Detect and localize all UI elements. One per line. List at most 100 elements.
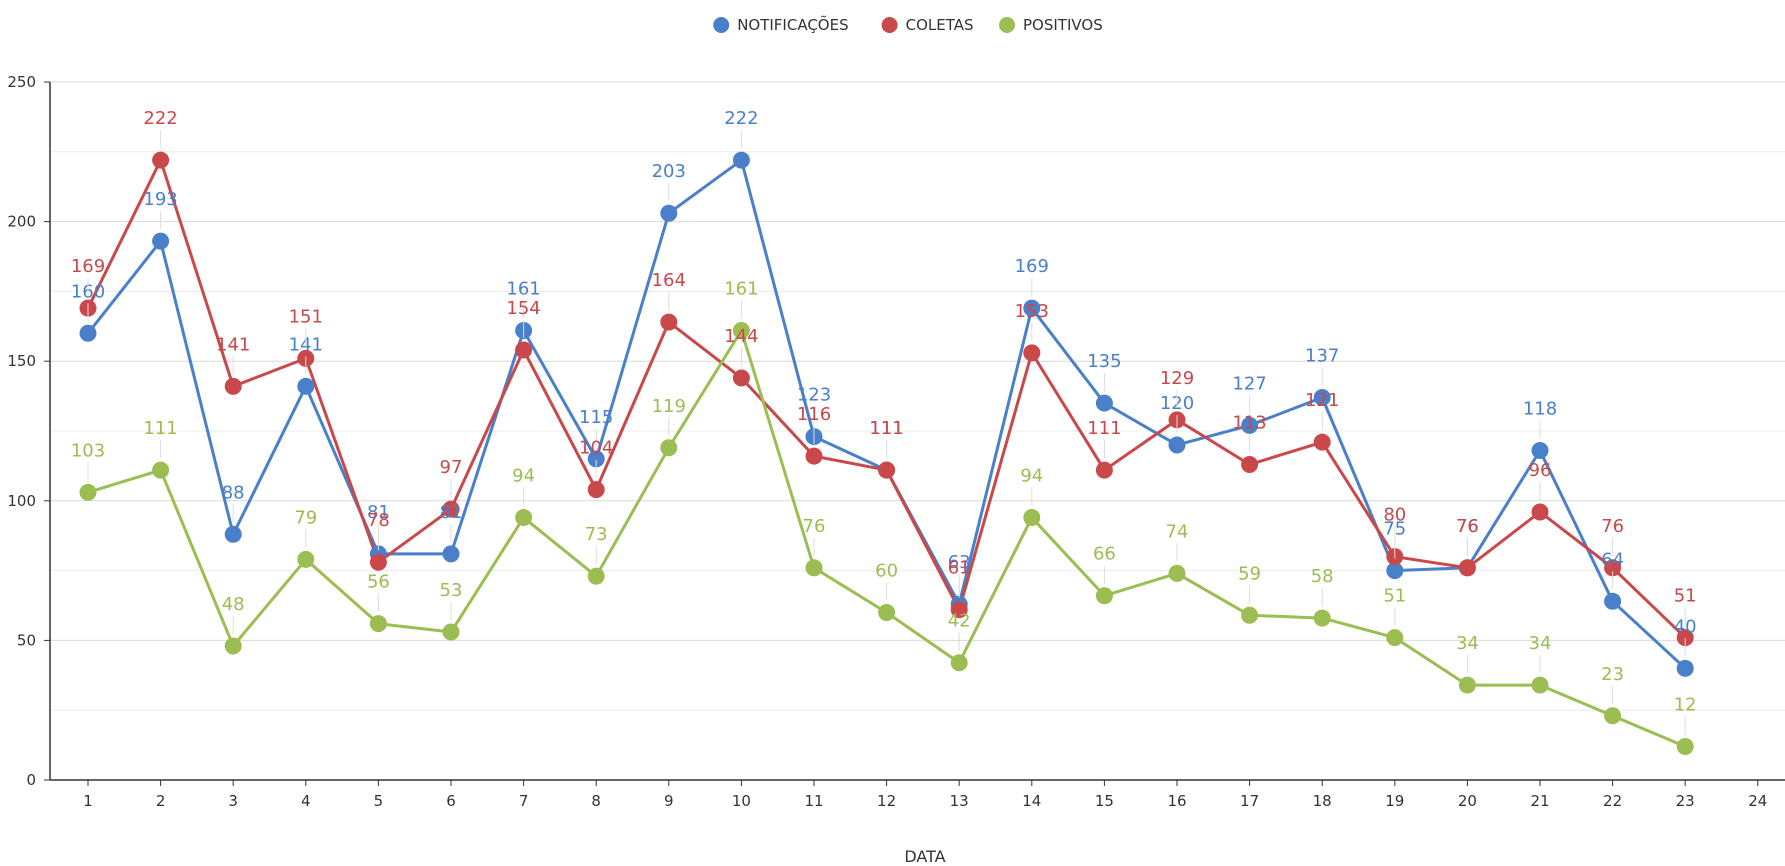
data-point-positivos[interactable]	[1168, 564, 1186, 582]
data-point-positivos[interactable]	[1313, 609, 1331, 627]
data-point-coletas[interactable]	[660, 313, 678, 331]
data-point-positivos[interactable]	[1023, 509, 1041, 527]
data-point-coletas[interactable]	[587, 481, 605, 499]
data-point-coletas[interactable]	[1241, 456, 1259, 474]
legend-label[interactable]: POSITIVOS	[1023, 16, 1103, 34]
data-point-coletas[interactable]	[1531, 503, 1549, 521]
x-tick-label: 19	[1385, 792, 1404, 810]
data-label-notificacoes: 161	[506, 278, 540, 299]
data-label-notificacoes: 193	[143, 189, 177, 210]
data-point-coletas[interactable]	[1095, 461, 1113, 479]
x-tick-label: 12	[877, 792, 896, 810]
data-label-positivos: 94	[1020, 466, 1043, 487]
data-point-coletas[interactable]	[805, 447, 823, 465]
data-point-coletas[interactable]	[442, 500, 460, 518]
data-label-notificacoes: 118	[1523, 399, 1557, 420]
data-label-notificacoes: 81	[367, 502, 390, 523]
data-label-notificacoes: 222	[724, 108, 758, 129]
data-label-positivos: 42	[948, 611, 971, 632]
data-point-notificacoes[interactable]	[1241, 416, 1259, 434]
data-point-notificacoes[interactable]	[1313, 388, 1331, 406]
data-point-coletas[interactable]	[950, 601, 968, 619]
series-points	[79, 151, 1694, 755]
data-point-positivos[interactable]	[732, 321, 750, 339]
data-point-positivos[interactable]	[442, 623, 460, 641]
data-label-positivos: 79	[294, 507, 317, 528]
data-label-coletas: 154	[506, 298, 540, 319]
y-tick-label: 200	[7, 213, 36, 231]
x-tick-label: 6	[446, 792, 456, 810]
data-point-coletas[interactable]	[369, 553, 387, 571]
data-point-positivos[interactable]	[297, 550, 315, 568]
data-point-positivos[interactable]	[1241, 606, 1259, 624]
data-point-notificacoes[interactable]	[660, 204, 678, 222]
data-point-coletas[interactable]	[1313, 433, 1331, 451]
data-point-notificacoes[interactable]	[1168, 436, 1186, 454]
data-point-notificacoes[interactable]	[152, 232, 170, 250]
data-point-coletas[interactable]	[515, 341, 533, 359]
data-point-notificacoes[interactable]	[297, 377, 315, 395]
data-point-coletas[interactable]	[1023, 344, 1041, 362]
data-point-coletas[interactable]	[1604, 559, 1622, 577]
data-point-coletas[interactable]	[878, 461, 896, 479]
data-point-positivos[interactable]	[515, 509, 533, 527]
x-tick-label: 4	[301, 792, 311, 810]
data-point-coletas[interactable]	[224, 377, 242, 395]
data-label-coletas: 76	[1601, 516, 1624, 537]
data-label-notificacoes: 81	[440, 502, 463, 523]
data-point-positivos[interactable]	[660, 439, 678, 457]
data-point-positivos[interactable]	[1604, 707, 1622, 725]
data-point-coletas[interactable]	[1676, 629, 1694, 647]
legend-label[interactable]: NOTIFICAÇÕES	[737, 15, 848, 34]
data-point-notificacoes[interactable]	[79, 324, 97, 342]
data-label-positivos: 56	[367, 572, 390, 593]
data-label-coletas: 164	[652, 270, 686, 291]
data-point-notificacoes[interactable]	[1023, 299, 1041, 317]
data-point-notificacoes[interactable]	[1531, 442, 1549, 460]
data-point-coletas[interactable]	[152, 151, 170, 169]
data-point-notificacoes[interactable]	[732, 151, 750, 169]
data-point-positivos[interactable]	[224, 637, 242, 655]
data-label-coletas: 111	[869, 418, 903, 439]
data-label-notificacoes: 63	[948, 552, 971, 573]
data-label-coletas: 96	[1529, 460, 1552, 481]
x-tick-label: 22	[1603, 792, 1622, 810]
data-point-positivos[interactable]	[369, 615, 387, 633]
x-tick-label: 15	[1095, 792, 1114, 810]
data-point-notificacoes[interactable]	[587, 450, 605, 468]
data-label-positivos: 76	[803, 516, 826, 537]
data-point-positivos[interactable]	[1531, 676, 1549, 694]
data-label-coletas: 78	[367, 510, 390, 531]
data-point-notificacoes[interactable]	[442, 545, 460, 563]
data-point-positivos[interactable]	[878, 603, 896, 621]
y-tick-label: 100	[7, 492, 36, 510]
data-point-notificacoes[interactable]	[1604, 592, 1622, 610]
x-tick-label: 9	[664, 792, 674, 810]
data-label-positivos: 74	[1166, 521, 1189, 542]
data-point-positivos[interactable]	[1386, 629, 1404, 647]
data-label-positivos: 73	[585, 524, 608, 545]
data-point-notificacoes[interactable]	[1095, 394, 1113, 412]
data-point-positivos[interactable]	[152, 461, 170, 479]
data-point-positivos[interactable]	[1676, 737, 1694, 755]
data-point-positivos[interactable]	[805, 559, 823, 577]
data-point-notificacoes[interactable]	[224, 525, 242, 543]
data-label-coletas: 222	[143, 108, 177, 129]
legend-marker	[713, 17, 730, 33]
data-point-coletas[interactable]	[1458, 559, 1476, 577]
data-point-positivos[interactable]	[1458, 676, 1476, 694]
legend-label[interactable]: COLETAS	[906, 16, 974, 34]
data-point-notificacoes[interactable]	[1386, 562, 1404, 580]
data-label-notificacoes: 64	[1601, 549, 1624, 570]
data-point-positivos[interactable]	[587, 567, 605, 585]
data-label-positivos: 34	[1456, 633, 1479, 654]
data-point-positivos[interactable]	[79, 483, 97, 501]
data-label-positivos: 161	[724, 278, 758, 299]
y-tick-label: 150	[7, 352, 36, 370]
data-point-positivos[interactable]	[1095, 587, 1113, 605]
data-point-notificacoes[interactable]	[1676, 659, 1694, 677]
series-line-positivos	[87, 328, 1686, 748]
x-tick-label: 8	[591, 792, 601, 810]
data-point-positivos[interactable]	[950, 654, 968, 672]
data-point-coletas[interactable]	[732, 369, 750, 387]
